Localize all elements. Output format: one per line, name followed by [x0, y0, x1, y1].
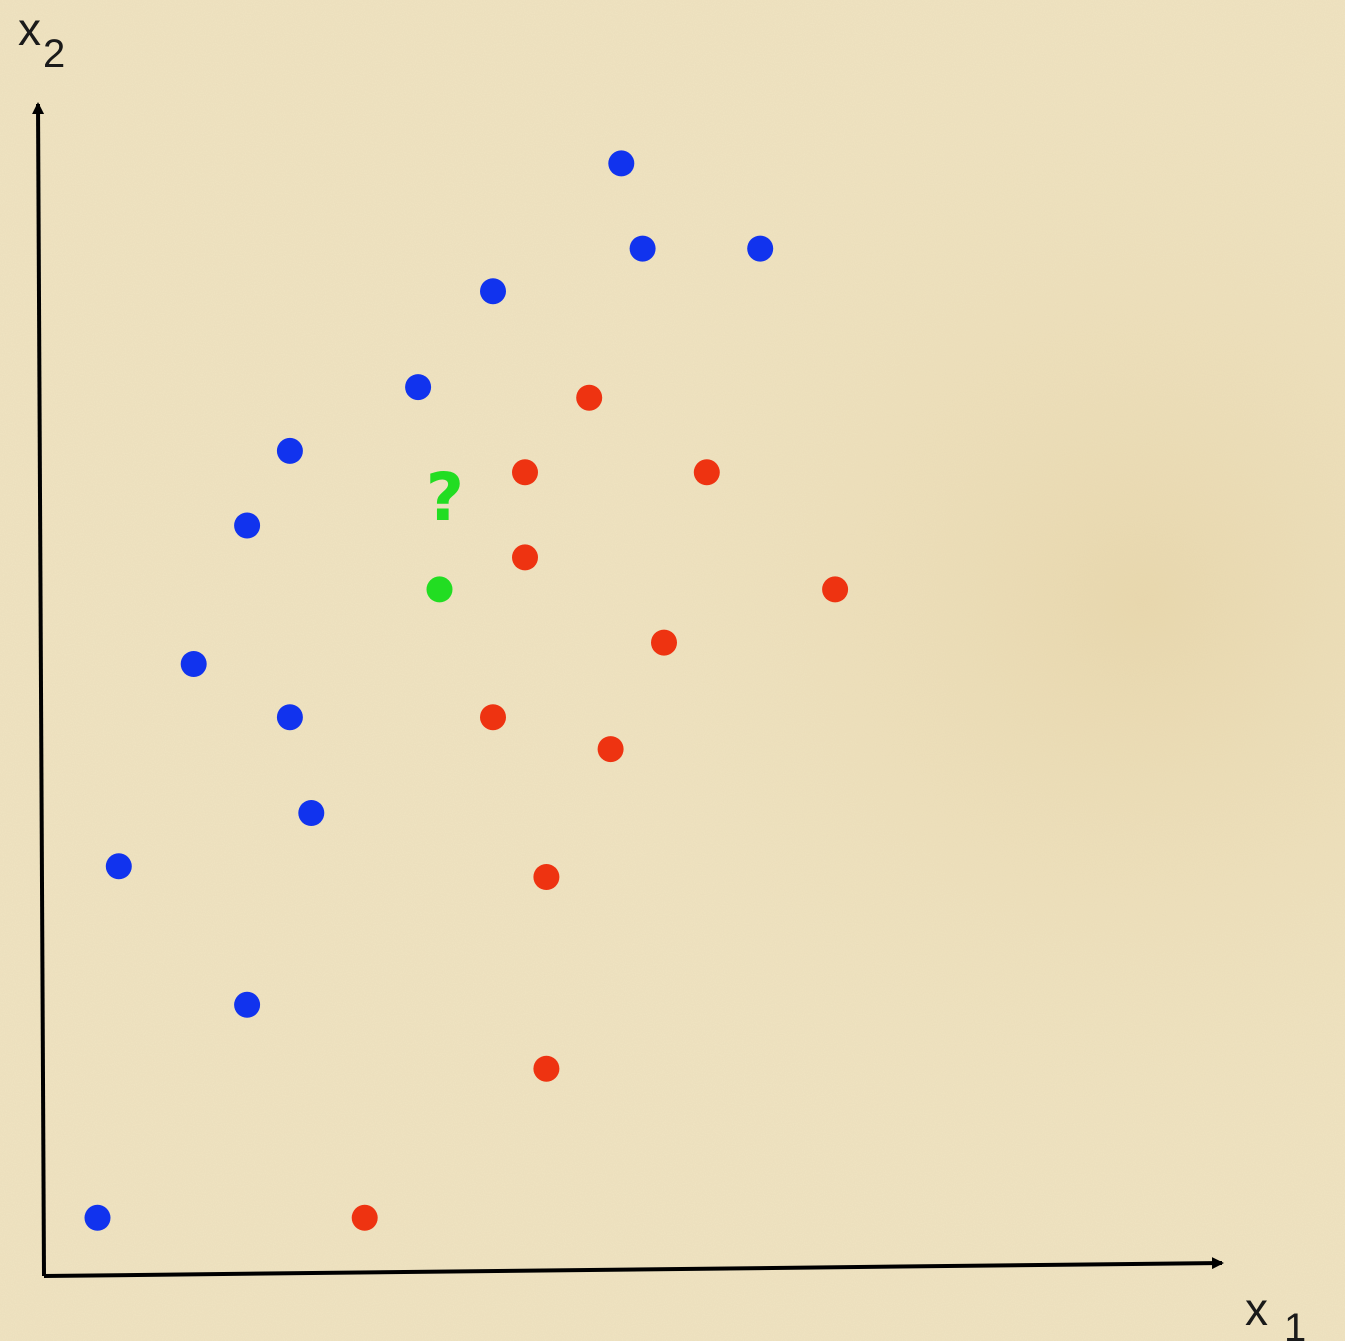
scatter-point-s0-4 — [276, 704, 303, 731]
axes — [32, 102, 1224, 1278]
scatter-point-s1-6 — [822, 576, 849, 603]
scatter-point-s1-7 — [512, 544, 538, 571]
scatter-point-s0-12 — [747, 235, 774, 262]
y-axis-title: x2 — [18, 3, 65, 76]
scatter-point-s1-2 — [533, 864, 560, 890]
scatter-point-s0-7 — [276, 437, 303, 464]
scatter-point-s1-10 — [576, 384, 603, 411]
x-axis-line — [43, 1257, 1224, 1278]
scatter-point-s0-0 — [84, 1204, 111, 1231]
scatter-point-s1-9 — [693, 459, 720, 486]
scatter-point-s0-11 — [608, 150, 635, 177]
scatter-point-s1-8 — [512, 459, 538, 486]
data-points — [84, 150, 849, 1231]
scatter-point-s0-3 — [298, 800, 325, 826]
scatter-point-s0-5 — [180, 651, 207, 677]
scatter-point-s1-1 — [533, 1055, 560, 1082]
y-axis-line — [32, 102, 46, 1277]
annotations: ? — [426, 459, 464, 536]
scatter-point-s0-2 — [105, 853, 132, 880]
scatter-point-s1-4 — [480, 704, 506, 731]
scatter-point-s1-3 — [597, 736, 624, 763]
scatter-point-s1-5 — [651, 629, 677, 656]
scatter-point-s1-0 — [351, 1204, 378, 1231]
annotation-question-mark: ? — [426, 459, 464, 536]
scatter-point-s0-9 — [480, 278, 506, 305]
scatter-point-s2-0 — [426, 576, 453, 603]
scatter-point-s0-6 — [234, 512, 261, 539]
scatter-point-s0-8 — [405, 374, 432, 401]
scatter-point-s0-10 — [629, 235, 656, 262]
scatter-point-s0-1 — [234, 991, 261, 1018]
